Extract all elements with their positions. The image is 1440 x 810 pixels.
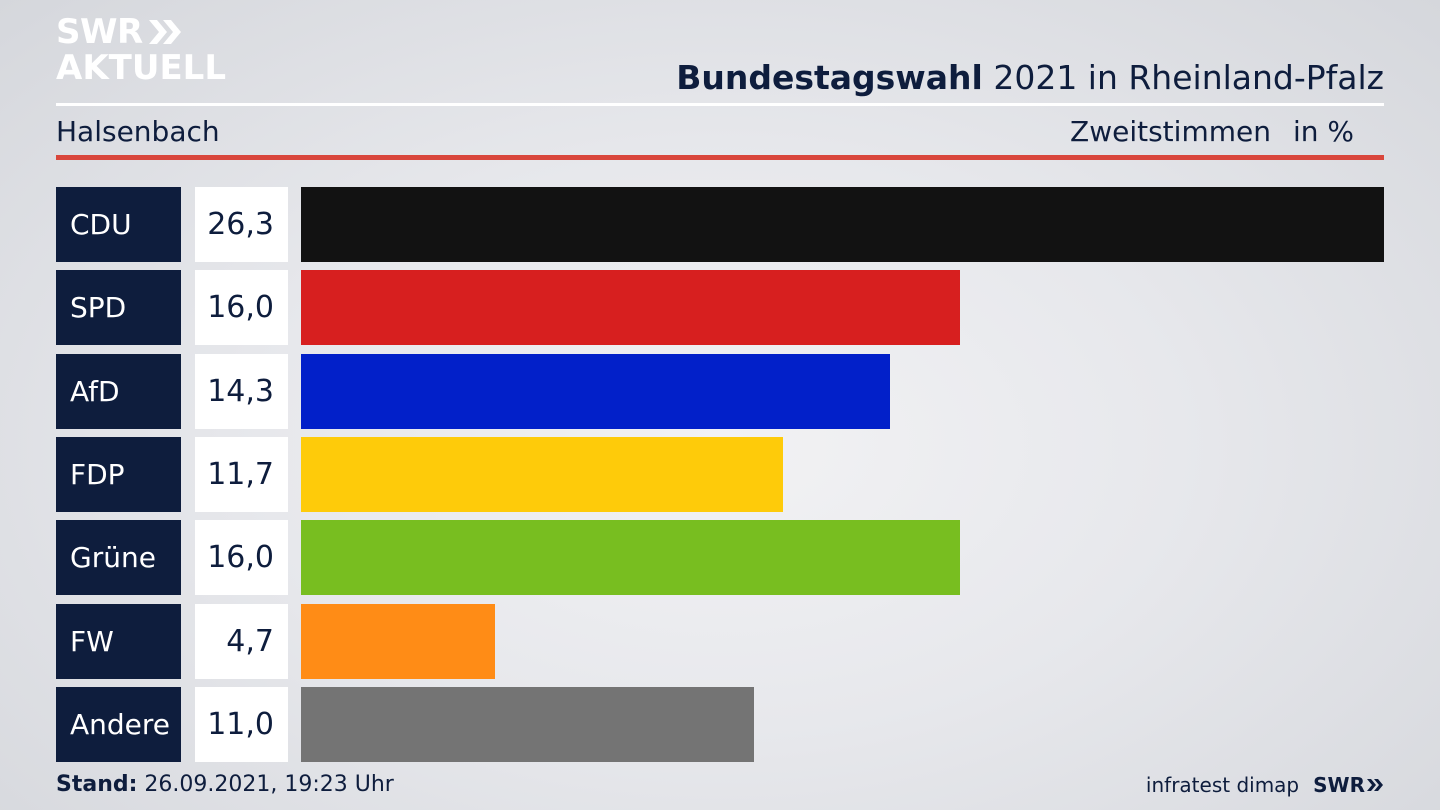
unit-label: in % [1292, 115, 1354, 148]
measure-header: Zweitstimmen in % [1070, 114, 1354, 150]
timestamp: Stand: 26.09.2021, 19:23 Uhr [56, 770, 394, 800]
logo-text-aktuell: AKTUELL [56, 48, 227, 88]
swr-aktuell-logo: SWR AKTUELL [56, 14, 236, 90]
party-label: Andere [56, 687, 181, 762]
value-label: 14,3 [195, 354, 288, 429]
source-label: infratest dimap [1145, 773, 1300, 797]
swr-small-logo: SWR [1313, 770, 1384, 800]
value-label: 26,3 [195, 187, 288, 262]
chart-title: Bundestagswahl 2021 in Rheinland-Pfalz [676, 58, 1384, 98]
value-label: 11,7 [195, 437, 288, 512]
region-name: Halsenbach [56, 115, 220, 148]
title-rest: 2021 in Rheinland-Pfalz [982, 58, 1384, 97]
value-label: 16,0 [195, 270, 288, 345]
header-divider [56, 103, 1384, 106]
swr-small-text: SWR [1313, 773, 1365, 797]
title-bold: Bundestagswahl [676, 58, 983, 97]
stand-value: 26.09.2021, 19:23 Uhr [137, 772, 394, 797]
double-chevron-small-icon [1367, 779, 1383, 791]
bar [301, 687, 754, 762]
value-label: 11,0 [195, 687, 288, 762]
party-label: FW [56, 604, 181, 679]
bar [301, 520, 960, 595]
value-label: 4,7 [195, 604, 288, 679]
party-label: CDU [56, 187, 181, 262]
party-label: SPD [56, 270, 181, 345]
bar [301, 437, 783, 512]
bar [301, 604, 495, 679]
party-label: FDP [56, 437, 181, 512]
source-credit: infratest dimap SWR [1146, 770, 1384, 800]
party-label: Grüne [56, 520, 181, 595]
bar [301, 187, 1384, 262]
logo-text-swr: SWR [56, 12, 143, 52]
party-label: AfD [56, 354, 181, 429]
double-chevron-icon [148, 20, 181, 44]
accent-rule [56, 155, 1384, 160]
bar [301, 354, 890, 429]
value-label: 16,0 [195, 520, 288, 595]
measure-label: Zweitstimmen [1070, 115, 1271, 148]
bar [301, 270, 960, 345]
stand-label: Stand: [56, 772, 138, 797]
bar-chart: CDU 26,3 SPD 16,0 AfD 14,3 FDP 11,7 Grüne 16,0 FW 4… [56, 187, 1384, 763]
